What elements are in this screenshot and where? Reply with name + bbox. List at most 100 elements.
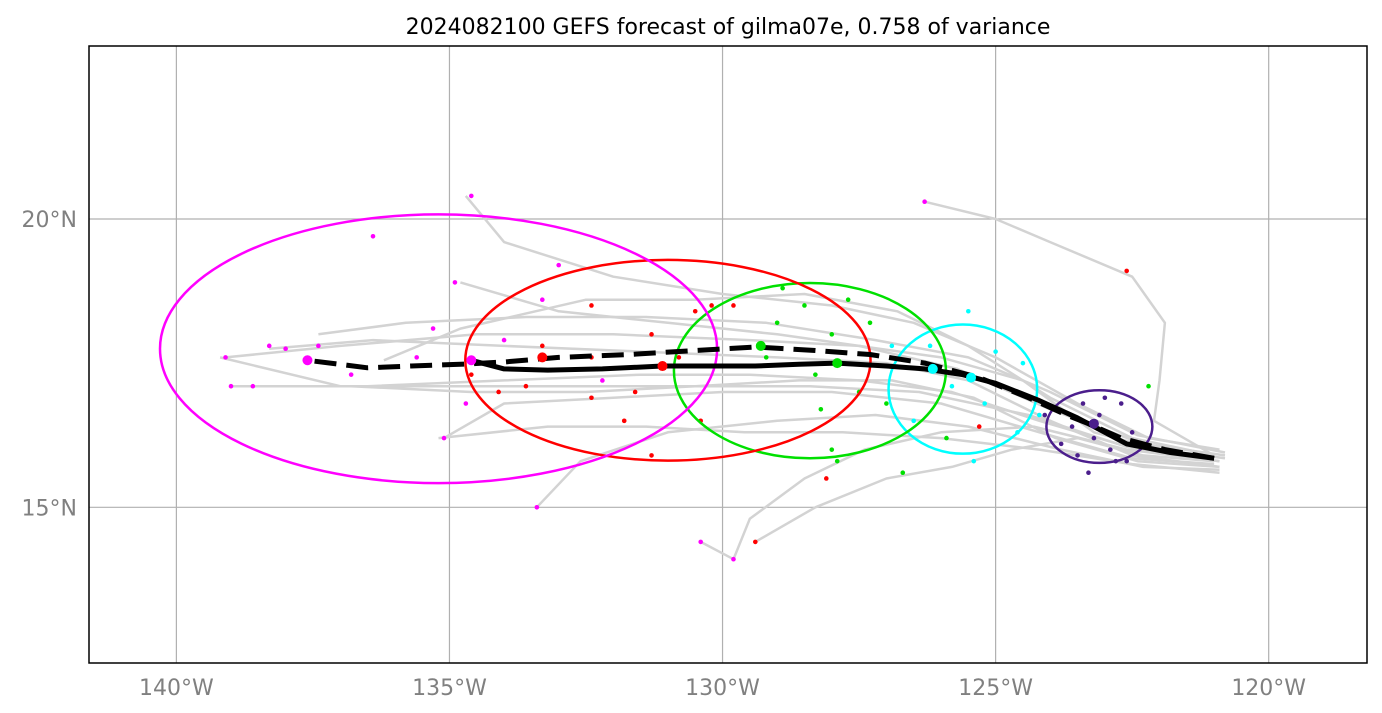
mean-position-day5 <box>466 355 477 366</box>
member-position-day5 <box>316 343 321 349</box>
plot-frame <box>88 45 1368 664</box>
member-position-day1 <box>1102 395 1108 401</box>
member-position-day3 <box>774 320 780 326</box>
ensemble-member-track <box>269 338 1220 469</box>
member-position-day4 <box>496 389 501 395</box>
member-position-day1 <box>1080 401 1086 406</box>
ensemble-member-track <box>219 356 1215 460</box>
member-position-day1 <box>1129 430 1135 435</box>
member-position-day5 <box>223 355 228 360</box>
axis-ticks: 140°W 135°W 130°W 125°W 120°W 20°N 15°N <box>22 208 1307 701</box>
member-position-day5 <box>463 401 469 406</box>
member-position-day4 <box>469 372 474 377</box>
member-position-day3 <box>944 435 949 441</box>
member-position-day2 <box>911 418 916 424</box>
ensemble-member-track <box>924 200 1215 457</box>
mean-position-day4 <box>657 361 668 372</box>
mean-position-day5 <box>302 355 313 366</box>
member-position-day3 <box>829 447 835 452</box>
member-position-day5 <box>414 355 419 360</box>
member-position-day4 <box>632 389 638 395</box>
member-position-day4 <box>753 539 758 545</box>
member-position-day1 <box>1124 458 1129 464</box>
member-position-day4 <box>1124 268 1129 274</box>
x-tick-label: 130°W <box>685 676 760 701</box>
member-position-day4 <box>589 395 594 401</box>
member-position-day4 <box>540 343 545 349</box>
member-position-day2 <box>889 343 895 349</box>
member-position-day5 <box>600 378 605 383</box>
mean-position-day2 <box>966 372 977 383</box>
member-position-day4 <box>621 418 627 424</box>
ensemble-member-track <box>754 436 1215 543</box>
member-position-day3 <box>802 303 807 308</box>
y-tick-label: 15°N <box>22 496 77 521</box>
ensemble-member-track <box>318 315 1226 454</box>
member-position-day4 <box>692 308 698 314</box>
member-position-day2 <box>1037 412 1042 418</box>
member-position-day5 <box>698 539 703 545</box>
member-position-day4 <box>649 453 654 458</box>
uncertainty-ellipse-day2 <box>887 323 1039 455</box>
member-position-day4 <box>523 383 529 389</box>
mean-position-day1 <box>1088 418 1099 429</box>
member-position-day2 <box>927 343 933 349</box>
member-position-day4 <box>709 303 714 308</box>
member-position-day3 <box>763 355 769 360</box>
member-position-day5 <box>441 435 447 441</box>
member-position-day2 <box>993 349 998 354</box>
member-position-day5 <box>348 372 354 377</box>
mean-position-day2 <box>927 363 938 374</box>
member-position-day3 <box>813 372 818 377</box>
member-position-day5 <box>540 297 545 303</box>
member-position-day4 <box>824 476 829 481</box>
member-position-day3 <box>884 401 889 406</box>
y-tick-label: 20°N <box>22 208 77 233</box>
member-position-day5 <box>266 343 272 349</box>
member-position-day5 <box>731 556 736 562</box>
member-position-day5 <box>501 337 507 343</box>
x-tick-label: 135°W <box>412 676 487 701</box>
member-position-day3 <box>867 320 873 326</box>
member-position-day2 <box>966 308 971 314</box>
member-position-day5 <box>430 326 436 331</box>
plot-area <box>158 193 1226 562</box>
member-position-day5 <box>228 383 234 389</box>
member-position-day2 <box>949 383 955 389</box>
mean-position-day3 <box>832 358 843 369</box>
member-position-day1 <box>1069 424 1075 429</box>
member-position-day2 <box>1020 360 1026 366</box>
ensemble-member-track <box>464 195 1220 451</box>
member-position-day5 <box>556 262 561 268</box>
mean-position-day4 <box>537 352 548 363</box>
ensemble-member-track <box>351 379 1220 469</box>
member-position-day1 <box>1075 453 1080 458</box>
x-tick-label: 125°W <box>958 676 1033 701</box>
ensemble-member-track <box>383 292 1215 457</box>
x-tick-label: 120°W <box>1231 676 1306 701</box>
member-position-day1 <box>1108 447 1113 452</box>
mean-track-solid <box>470 357 1215 461</box>
member-position-day2 <box>971 458 977 464</box>
member-position-day5 <box>250 383 256 389</box>
member-position-day4 <box>589 303 594 308</box>
member-position-day1 <box>1118 401 1124 406</box>
member-position-day3 <box>834 458 840 464</box>
member-position-day3 <box>818 406 824 412</box>
chart-title: 2024082100 GEFS forecast of gilma07e, 0.… <box>406 15 1051 40</box>
ensemble-member-track <box>438 425 1220 474</box>
member-position-day2 <box>982 401 987 406</box>
uncertainty-ellipse-day1 <box>1045 389 1154 465</box>
member-position-day5 <box>283 346 288 352</box>
member-position-day3 <box>780 285 785 291</box>
member-position-day3 <box>845 297 851 303</box>
member-position-day4 <box>976 424 982 429</box>
member-position-day1 <box>1097 412 1102 418</box>
member-position-day5 <box>452 280 458 285</box>
member-position-day4 <box>676 355 682 360</box>
member-position-day5 <box>469 193 474 199</box>
grid-lines <box>89 46 1367 663</box>
member-position-day5 <box>370 233 376 239</box>
member-position-day4 <box>649 332 654 337</box>
